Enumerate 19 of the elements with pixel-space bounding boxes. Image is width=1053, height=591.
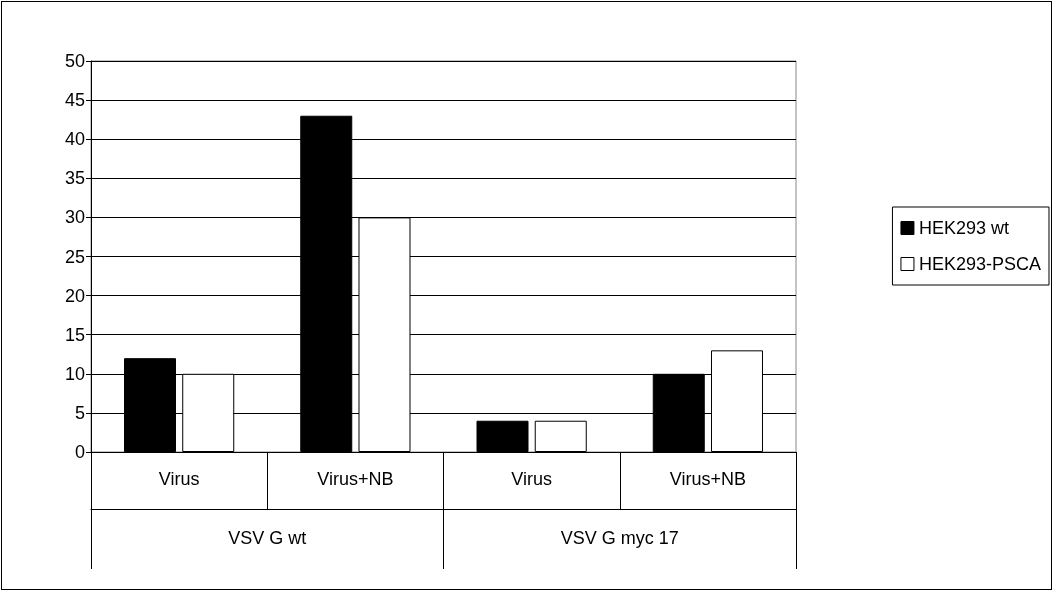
y-tick-label: 25	[64, 246, 85, 267]
y-tick-label: 40	[64, 129, 85, 150]
y-tick-label: 35	[64, 168, 85, 189]
x-tick-label: Virus	[511, 469, 552, 489]
y-tick-label: 20	[64, 285, 85, 306]
y-tick-label: 30	[64, 207, 85, 228]
x-tick-label: Virus	[158, 469, 200, 489]
text: VSV G myc 17	[560, 528, 679, 548]
text: VSV G wt	[228, 528, 307, 548]
y-tick-label: 10	[64, 363, 85, 384]
x-tick-label: Virus+NB	[669, 469, 746, 489]
x-tick-label: Virus+NB	[317, 469, 394, 489]
y-tick-label: 0	[74, 442, 85, 462]
y-tick-label: 50	[64, 51, 85, 71]
legend-label: HEK293 wt	[918, 218, 1009, 238]
y-tick-label: 45	[64, 90, 85, 111]
y-tick-label: 15	[64, 324, 85, 345]
legend-label: HEK293-PSCA	[918, 254, 1042, 274]
y-tick-label: 5	[74, 402, 85, 423]
